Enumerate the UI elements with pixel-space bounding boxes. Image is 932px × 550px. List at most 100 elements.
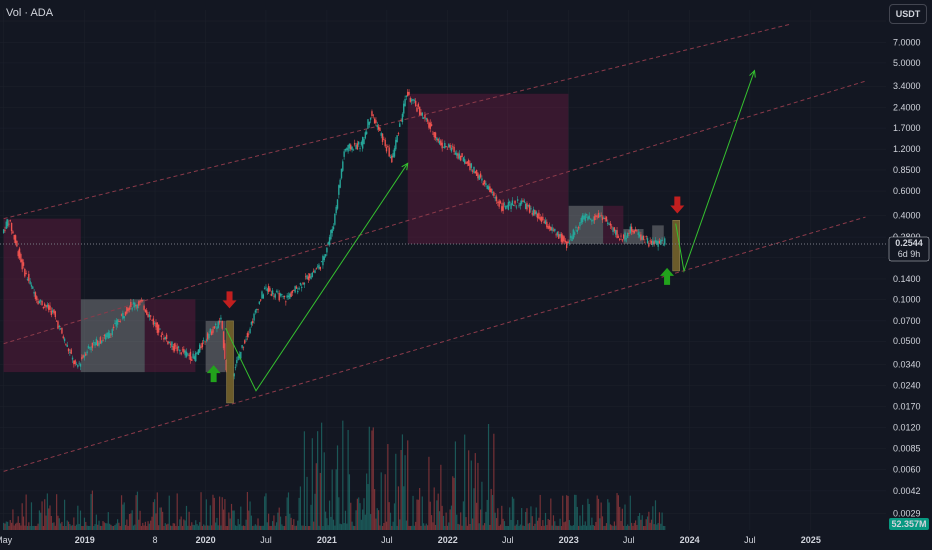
candle-body [46, 304, 49, 307]
volume-bar [70, 525, 72, 530]
candle-body [425, 117, 427, 120]
volume-bar [340, 524, 343, 530]
x-tick-label: Jul [623, 535, 635, 545]
candle-body [369, 117, 372, 120]
price-axis[interactable]: 10.00007.00005.00003.40002.40001.70001.2… [893, 16, 926, 518]
volume-bar [132, 525, 135, 530]
volume-bar [476, 502, 478, 530]
currency-button[interactable]: USDT [889, 4, 927, 24]
candle-body [99, 337, 102, 344]
candle-body [307, 276, 310, 280]
candle-body [110, 334, 112, 336]
candle-body [54, 311, 57, 318]
volume-bar [331, 469, 333, 530]
volume-bar [624, 504, 626, 530]
candle-body [644, 241, 646, 243]
volume-bar [85, 521, 87, 530]
up-arrow-icon [206, 365, 221, 383]
candle-body [340, 168, 343, 179]
volume-bar [430, 515, 433, 530]
volume-bar [389, 512, 392, 530]
candle-body [175, 345, 177, 347]
time-axis[interactable]: May 2019 8 2020 Jul 2021 Jul 2022 Jul 2023 Jul 2024… [0, 535, 821, 545]
volume-bar [339, 523, 341, 530]
volume-bar [128, 513, 131, 530]
candle-body [372, 114, 374, 116]
bar-countdown: 6d 9h [898, 249, 921, 259]
volume-bar [644, 526, 646, 530]
volume-bar [479, 509, 482, 530]
candle-body [274, 294, 276, 298]
candle-body [310, 276, 312, 280]
candle-body [10, 223, 13, 231]
x-tick-label: 2021 [317, 535, 337, 545]
candle-body [324, 254, 327, 257]
candle-body [577, 227, 580, 229]
candle-body [617, 236, 620, 238]
volume-bar [530, 506, 532, 530]
candle-body [555, 234, 557, 236]
candle-body [365, 131, 368, 135]
candle-body [136, 305, 139, 309]
volume-bar [291, 524, 294, 530]
volume-bar [323, 452, 325, 530]
volume-bar [478, 523, 480, 530]
candle-body [548, 225, 551, 229]
volume-bar [497, 508, 499, 530]
candle-body [5, 221, 7, 229]
volume-bar [637, 516, 639, 530]
volume-bar [400, 450, 402, 530]
projection-path-head [401, 162, 409, 171]
candle-body [596, 216, 598, 218]
candle-body [114, 323, 116, 324]
candle-body [535, 211, 537, 215]
volume-bar [578, 525, 580, 530]
volume-bar [423, 523, 425, 530]
candle-body [516, 199, 519, 201]
candle-body [287, 295, 290, 298]
candle-body [350, 144, 352, 150]
candle-body [195, 352, 197, 362]
candle-body [277, 291, 279, 293]
candle-body [81, 357, 83, 359]
volume-bar [63, 499, 66, 530]
candle-body [485, 183, 487, 186]
candle-body [568, 243, 571, 244]
volume-bar [405, 520, 408, 530]
volume-bar [417, 499, 419, 530]
volume-bar [143, 525, 145, 530]
candle-body [135, 305, 137, 307]
volume-bar [224, 499, 226, 530]
candle-body [217, 321, 219, 329]
volume-bars [3, 420, 666, 530]
volume-bar [249, 501, 251, 530]
volume-bar [118, 522, 120, 530]
volume-bar [250, 515, 252, 530]
x-tick-label: 2025 [801, 535, 821, 545]
volume-bar [93, 525, 95, 530]
candle-body [282, 296, 284, 298]
candle-body [210, 331, 213, 335]
volume-bar [505, 525, 507, 530]
candle-body [630, 226, 633, 232]
candle-body [347, 145, 349, 152]
candle-body [275, 291, 278, 293]
volume-bar [189, 525, 192, 530]
candle-body [592, 219, 594, 221]
candle-body [163, 337, 165, 340]
volume-bar [142, 522, 144, 530]
volume-bar [38, 510, 41, 530]
volume-bar [62, 525, 64, 530]
candle-body [253, 313, 255, 321]
candle-body [518, 205, 520, 207]
volume-bar [522, 525, 524, 530]
candle-body [376, 125, 378, 128]
volume-bar [89, 525, 91, 530]
candle-body [45, 305, 47, 308]
candle-body [401, 113, 404, 123]
x-tick-label: Jul [744, 535, 756, 545]
candle-body [259, 299, 262, 301]
candle-body [184, 350, 186, 356]
projection-path-2-head [749, 69, 756, 78]
